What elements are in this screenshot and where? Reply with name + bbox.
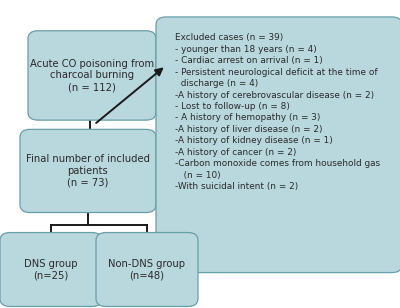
Text: Non-DNS group
(n=48): Non-DNS group (n=48) xyxy=(108,259,186,280)
FancyBboxPatch shape xyxy=(96,233,198,306)
Text: Acute CO poisoning from
charcoal burning
(n = 112): Acute CO poisoning from charcoal burning… xyxy=(30,59,154,92)
FancyBboxPatch shape xyxy=(28,31,156,120)
Text: Final number of included
patients
(n = 73): Final number of included patients (n = 7… xyxy=(26,154,150,188)
Text: Excluded cases (n = 39)
- younger than 18 years (n = 4)
- Cardiac arrest on arri: Excluded cases (n = 39) - younger than 1… xyxy=(175,33,380,191)
FancyBboxPatch shape xyxy=(0,233,102,306)
FancyBboxPatch shape xyxy=(156,17,400,273)
FancyBboxPatch shape xyxy=(20,129,156,213)
Text: DNS group
(n=25): DNS group (n=25) xyxy=(24,259,78,280)
